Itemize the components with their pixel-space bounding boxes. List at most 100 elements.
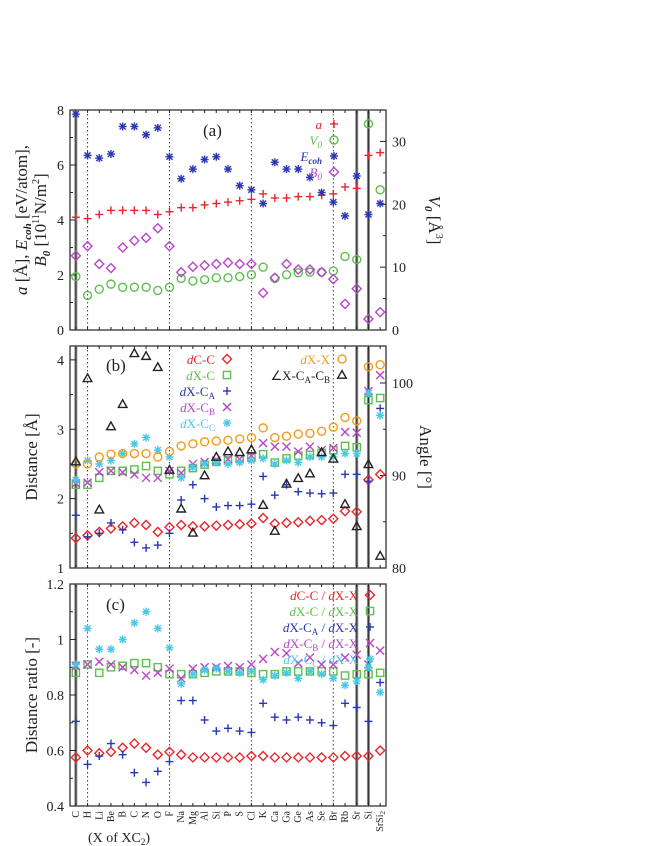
data-point	[106, 739, 115, 748]
data-point	[129, 282, 140, 292]
data-point	[352, 184, 361, 193]
legend-marker	[364, 589, 376, 601]
data-point	[305, 173, 314, 182]
data-point	[200, 200, 209, 209]
y-tick-label: 0.6	[47, 745, 65, 760]
y-tick-label: 2	[57, 269, 64, 284]
legend-a-b0-sub: 0	[318, 172, 323, 182]
data-point	[118, 122, 127, 131]
data-point	[199, 751, 211, 763]
legend-b-xcb-text: dX-CB	[180, 400, 215, 417]
data-point	[258, 654, 268, 664]
y-tick-label: 1	[57, 562, 64, 577]
data-point	[294, 192, 303, 201]
data-point	[246, 659, 256, 669]
panel-a-ylabel-left: a [Å], Ecoh [eV/atom], B0 [1011N/m2]	[12, 145, 53, 295]
data-point	[152, 526, 164, 538]
x-element-label: F	[164, 811, 175, 817]
data-point	[293, 268, 303, 278]
panel-b-legend-markers	[221, 353, 348, 427]
data-point	[293, 446, 303, 456]
data-point	[106, 206, 115, 215]
data-point	[188, 203, 197, 212]
series-d-x-x	[71, 360, 385, 469]
data-point	[118, 466, 127, 476]
data-point	[362, 750, 374, 762]
data-point	[352, 449, 361, 458]
data-point	[245, 443, 257, 454]
data-point	[130, 122, 139, 131]
data-point	[175, 749, 187, 761]
data-point	[118, 750, 127, 759]
data-point	[117, 398, 129, 409]
data-point	[327, 452, 339, 463]
data-point	[175, 519, 187, 531]
data-point	[153, 446, 162, 455]
data-point	[258, 262, 268, 272]
data-point	[316, 751, 328, 763]
data-point	[352, 650, 362, 660]
data-point	[270, 671, 279, 680]
data-point	[340, 653, 350, 663]
data-point	[140, 232, 152, 244]
data-point	[376, 148, 385, 157]
data-point	[188, 670, 197, 679]
data-point	[95, 210, 104, 219]
data-point	[199, 275, 210, 285]
data-point	[235, 434, 245, 444]
data-point	[375, 370, 385, 380]
data-point	[118, 525, 127, 534]
data-point	[247, 728, 256, 737]
panel-b-ylabel-left: Distance [Å]	[22, 413, 41, 500]
data-point	[341, 211, 350, 220]
panel-b-right-ticks: 80 90 100	[380, 377, 413, 577]
data-point	[106, 466, 116, 476]
legend-marker	[221, 353, 233, 365]
legend-marker	[337, 354, 347, 364]
data-point	[165, 207, 174, 216]
data-point	[105, 262, 117, 274]
data-point	[376, 404, 385, 413]
data-point	[141, 461, 151, 471]
data-point	[352, 470, 361, 479]
data-point	[293, 667, 303, 676]
legend-b-cc-text: dC-C	[187, 352, 215, 367]
data-point	[305, 667, 314, 676]
y-right-tick-label: 30	[392, 135, 406, 150]
data-point	[177, 473, 186, 482]
data-point	[293, 429, 303, 439]
data-point	[327, 513, 339, 525]
data-point	[224, 459, 232, 468]
data-point	[212, 152, 221, 161]
series-a	[71, 148, 385, 223]
panel-b: 1 2 3 4 80 90 100 (b) dC-C dX-C dX-CA dX-CB d…	[22, 345, 435, 577]
data-point	[224, 198, 232, 207]
legend-b-xca-text: dX-CA	[180, 384, 216, 401]
data-point	[71, 475, 80, 484]
data-point	[376, 199, 385, 208]
data-point	[106, 659, 116, 669]
data-point	[70, 751, 82, 763]
legend-marker	[328, 166, 340, 178]
x-element-label: C	[71, 811, 82, 818]
data-point	[341, 470, 350, 479]
data-point	[163, 464, 175, 474]
data-point	[142, 433, 151, 442]
data-point	[247, 667, 256, 676]
series-d-x-ca	[71, 404, 385, 552]
data-point	[106, 150, 115, 158]
data-point	[270, 194, 279, 202]
y-right-tick-label: 10	[392, 261, 406, 276]
data-point	[340, 412, 350, 423]
data-point	[153, 662, 163, 672]
data-point	[130, 658, 139, 668]
y-tick-label: 8	[57, 104, 64, 119]
x-element-label: SrSi2	[375, 811, 387, 832]
data-point	[82, 745, 94, 756]
data-point	[270, 459, 279, 468]
data-point	[364, 151, 373, 160]
data-point	[177, 496, 186, 505]
data-point	[340, 251, 350, 262]
data-point	[305, 715, 314, 724]
y-tick-label: 0.8	[47, 689, 65, 704]
